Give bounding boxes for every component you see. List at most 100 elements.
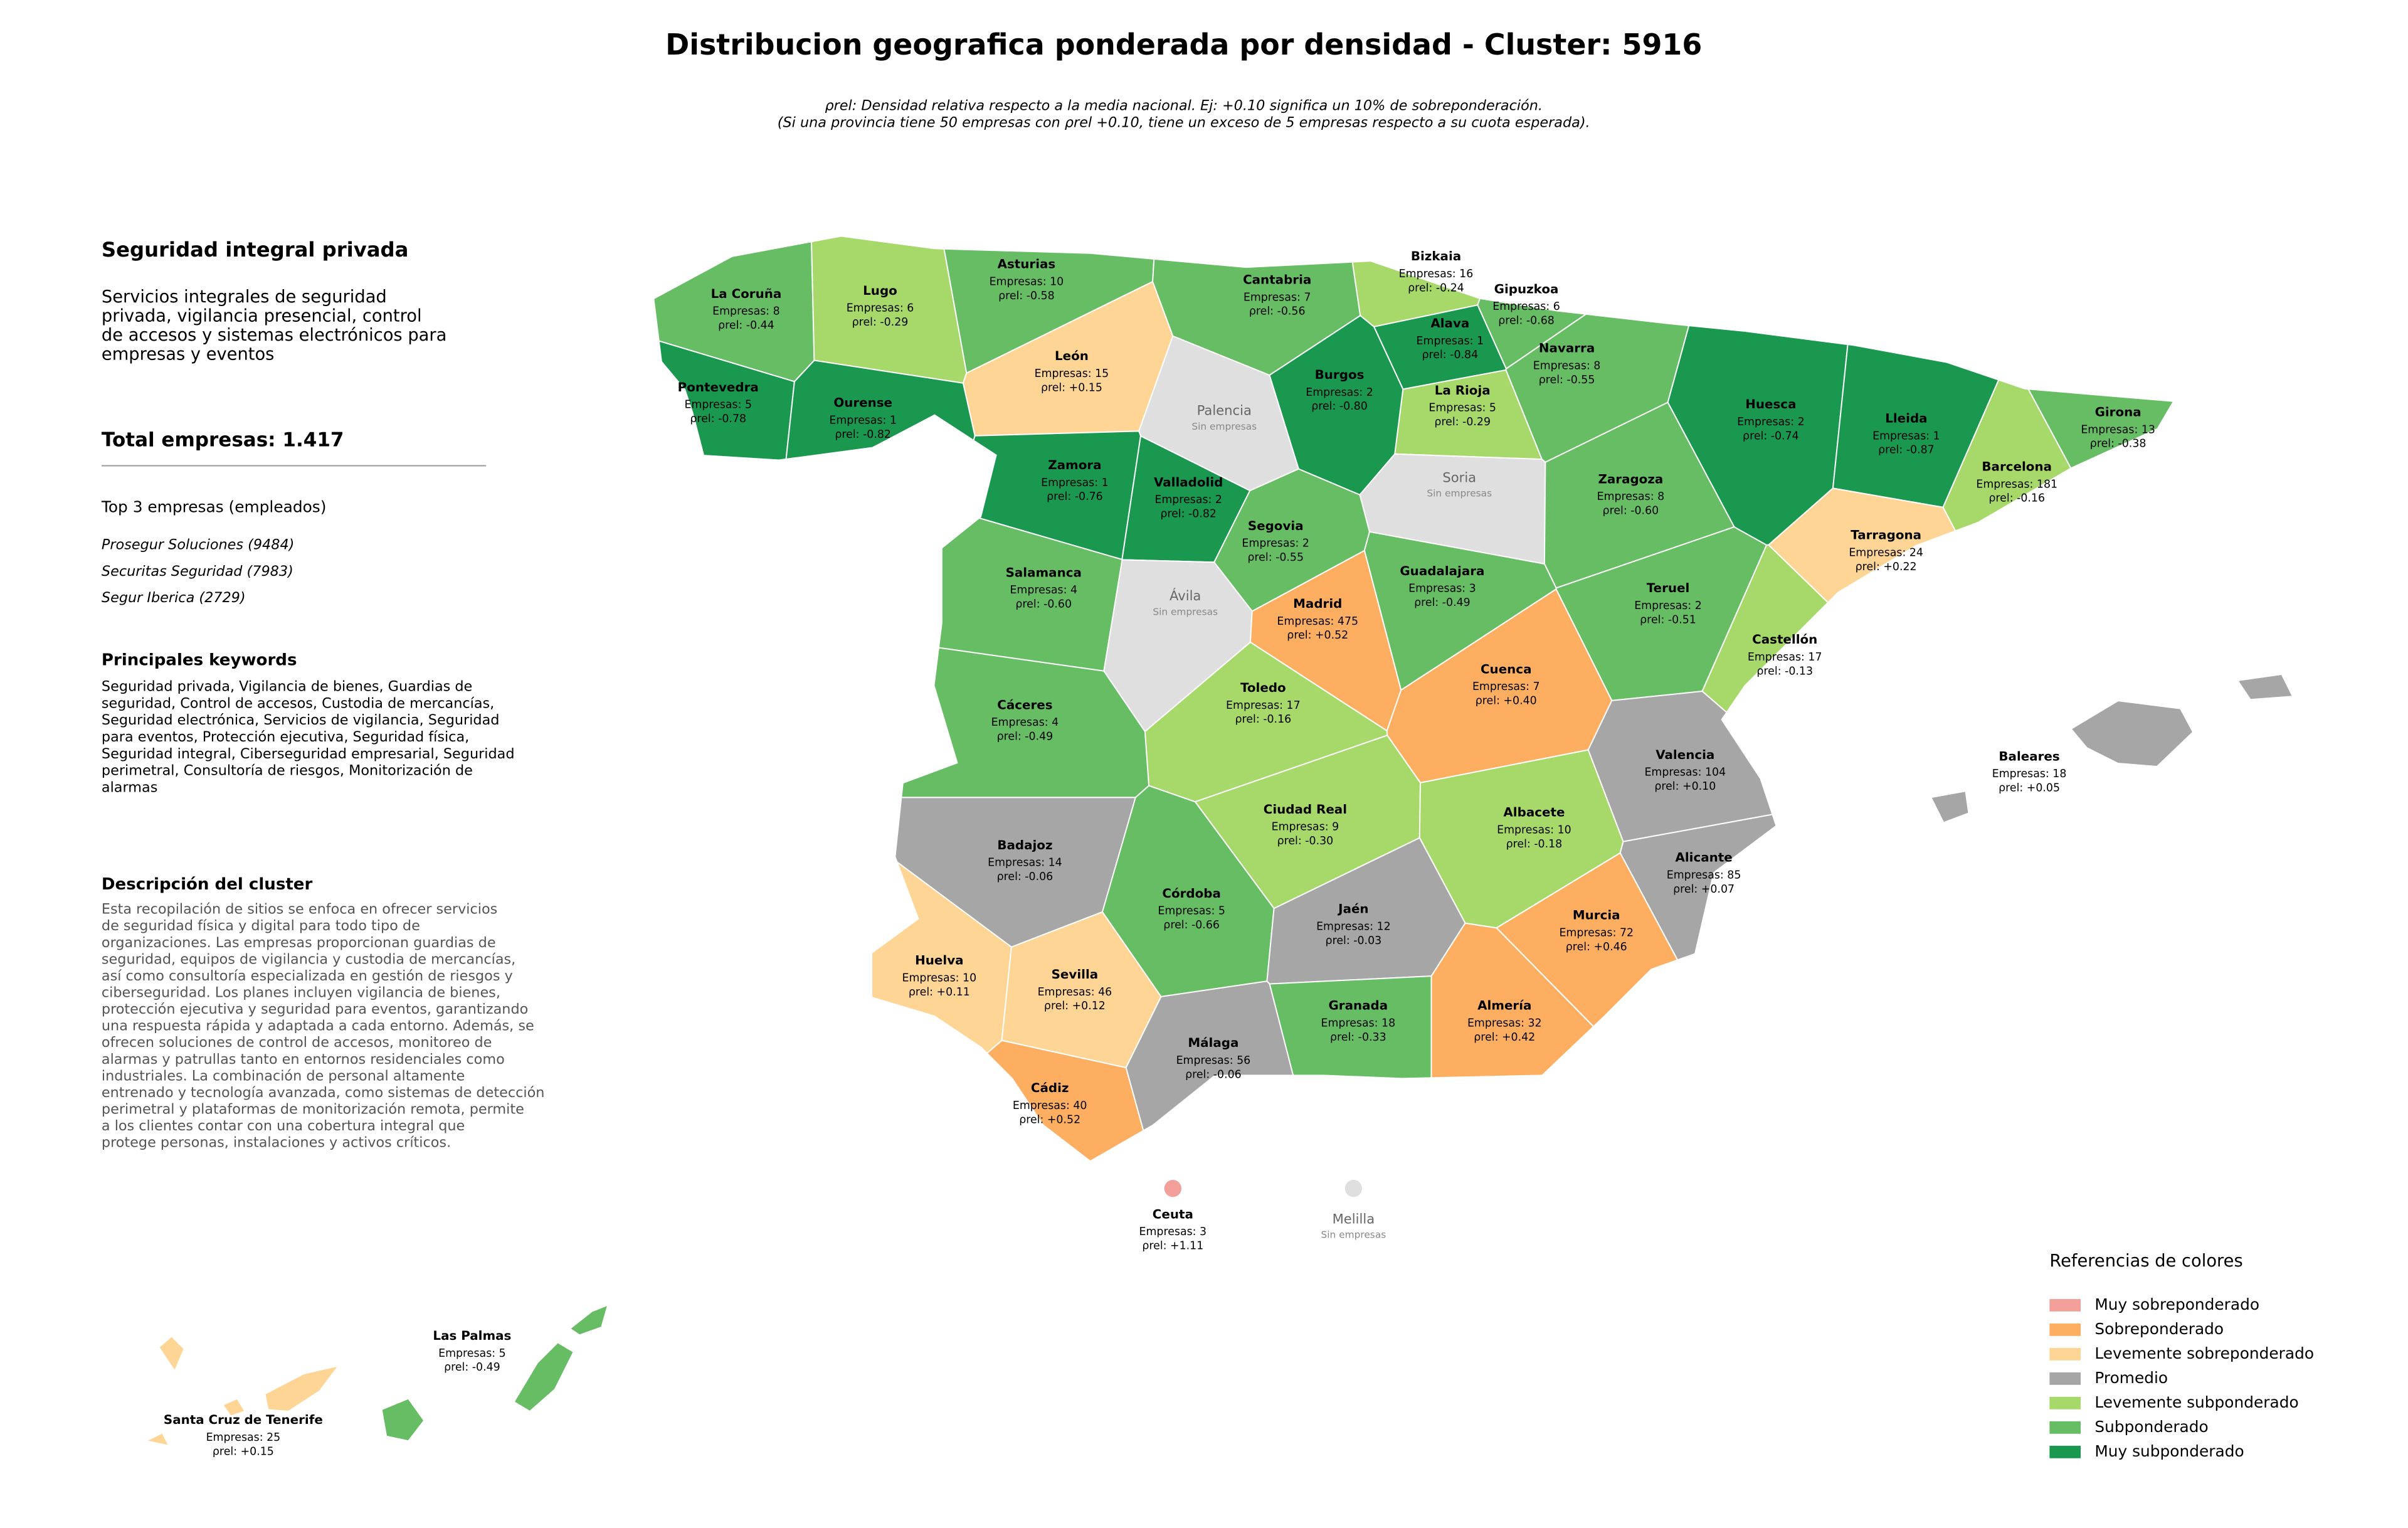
province-rho: ρrel: +0.52	[1287, 629, 1348, 642]
province-rho: ρrel: -0.24	[1408, 282, 1464, 294]
province-count: Sin empresas	[1427, 488, 1492, 499]
province-name: Zamora	[1048, 458, 1101, 472]
description-line: así como consultoría especializada en ge…	[102, 968, 513, 984]
province-rho: ρrel: -0.82	[1160, 507, 1217, 520]
province-count: Empresas: 10	[990, 275, 1064, 288]
top-item: Securitas Seguridad (7983)	[102, 563, 293, 580]
province-shape	[1344, 1180, 1363, 1197]
legend-swatch	[2049, 1421, 2081, 1434]
province-count: Empresas: 5	[1158, 905, 1225, 918]
keywords-line: Seguridad privada, Vigilancia de bienes,…	[102, 679, 472, 695]
province-name: Alicante	[1675, 851, 1732, 865]
province-name: Lugo	[863, 284, 897, 298]
province-rho: ρrel: +1.11	[1142, 1240, 1203, 1253]
province-rho: ρrel: -0.16	[1988, 492, 2045, 505]
province-name: Santa Cruz de Tenerife	[164, 1413, 323, 1427]
province-count: Empresas: 1	[1417, 335, 1484, 348]
province-rho: ρrel: +0.07	[1673, 883, 1735, 896]
province-count: Empresas: 8	[712, 305, 780, 318]
province-name: Granada	[1329, 999, 1388, 1013]
legend-label: Sobreponderado	[2094, 1320, 2224, 1338]
summary-line: empresas y eventos	[102, 344, 274, 364]
keywords-line: Seguridad integral, Ciberseguridad empre…	[102, 746, 515, 762]
province-count: Sin empresas	[1153, 606, 1218, 617]
province-name: Ourense	[833, 396, 892, 410]
legend-swatch	[2049, 1396, 2081, 1409]
top-item: Prosegur Soluciones (9484)	[102, 537, 294, 553]
province-name: Ceuta	[1153, 1207, 1193, 1221]
legend-label: Levemente sobreponderado	[2094, 1344, 2314, 1362]
province-shape	[2237, 674, 2293, 700]
province-count: Empresas: 24	[1849, 547, 1923, 560]
keywords-title: Principales keywords	[102, 650, 297, 669]
province-count: Empresas: 18	[1992, 768, 2067, 780]
province-rho: ρrel: -0.13	[1756, 665, 1813, 677]
province-name: Segovia	[1248, 519, 1304, 533]
page-title: Distribucion geografica ponderada por de…	[665, 28, 1702, 61]
province-count: Empresas: 56	[1176, 1054, 1251, 1067]
province-name: Alava	[1430, 316, 1469, 331]
legend-swatch	[2049, 1298, 2081, 1312]
province-count: Empresas: 2	[1306, 386, 1373, 399]
province-count: Empresas: 8	[1597, 491, 1665, 503]
province-name: Asturias	[998, 257, 1056, 272]
description-line: alarmas y patrullas tanto en entornos re…	[102, 1051, 505, 1068]
province-rho: ρrel: -0.55	[1247, 551, 1304, 564]
top-title: Top 3 empresas (empleados)	[101, 498, 326, 516]
province-name: Pontevedra	[678, 380, 759, 395]
province-name: Ciudad Real	[1264, 802, 1347, 817]
province-rho: ρrel: +0.42	[1474, 1031, 1535, 1044]
province-shape	[222, 1398, 246, 1417]
province-rho: ρrel: -0.29	[1434, 416, 1491, 428]
legend-swatch	[2049, 1347, 2081, 1361]
province-rho: ρrel: -0.56	[1249, 305, 1306, 318]
province-name: Girona	[2095, 405, 2141, 420]
province-shape	[798, 1039, 1168, 1160]
legend-swatch	[2049, 1323, 2081, 1336]
province-rho: ρrel: -0.49	[1414, 597, 1471, 609]
province-name: Bizkaia	[1411, 249, 1461, 263]
legend-swatch	[2049, 1445, 2081, 1458]
subtitle: (Si una provincia tiene 50 empresas con …	[778, 115, 1590, 131]
province-rho: ρrel: -0.49	[444, 1361, 500, 1374]
province-name: La Coruña	[711, 287, 782, 301]
province-rho: ρrel: -0.29	[852, 316, 909, 329]
province-count: Empresas: 2	[1154, 494, 1222, 506]
province-rho: ρrel: -0.06	[997, 871, 1054, 883]
province-shape	[513, 1342, 574, 1412]
province-name: Cantabria	[1243, 272, 1311, 287]
province-count: Empresas: 5	[1428, 402, 1496, 415]
province-shape	[2071, 700, 2194, 767]
province-count: Empresas: 32	[1467, 1017, 1542, 1029]
province-rho: ρrel: -0.76	[1047, 491, 1103, 503]
keywords-line: perimetral, Consultoría de riesgos, Moni…	[102, 763, 473, 779]
province-count: Empresas: 1	[1872, 430, 1940, 442]
province-count: Empresas: 17	[1226, 699, 1301, 712]
province-name: Valladolid	[1154, 475, 1223, 489]
province-rho: ρrel: -0.74	[1743, 430, 1799, 442]
legend-label: Levemente subponderado	[2094, 1393, 2298, 1411]
province-rho: ρrel: -0.66	[1163, 919, 1220, 931]
province-count: Empresas: 10	[1497, 824, 1571, 837]
description-line: ciberseguridad. Los planes incluyen vigi…	[102, 985, 500, 1001]
province-count: Empresas: 2	[1634, 600, 1702, 612]
province-rho: ρrel: -0.68	[1498, 315, 1555, 327]
province-name: Barcelona	[1982, 459, 2052, 474]
province-count: Empresas: 13	[2081, 423, 2155, 436]
province-shape	[158, 1335, 185, 1372]
province-name: Castellón	[1752, 632, 1817, 647]
description-line: ofrecen soluciones de control de accesos…	[102, 1034, 492, 1051]
province-rho: ρrel: +0.05	[1999, 782, 2060, 794]
description-line: industriales. La combinación de personal…	[102, 1068, 465, 1084]
keywords-line: seguridad, Control de accesos, Custodia …	[102, 695, 494, 711]
keywords-line: Seguridad electrónica, Servicios de vigi…	[102, 712, 500, 728]
province-name: Albacete	[1503, 805, 1565, 820]
province-count: Empresas: 1	[1041, 477, 1109, 489]
legend-label: Promedio	[2094, 1369, 2168, 1387]
province-rho: ρrel: -0.78	[690, 413, 746, 425]
legend-title: Referencias de colores	[2049, 1251, 2242, 1271]
subtitle: ρrel: Densidad relativa respecto a la me…	[825, 97, 1543, 114]
province-name: Córdoba	[1162, 886, 1221, 901]
province-name: Huesca	[1745, 397, 1796, 411]
